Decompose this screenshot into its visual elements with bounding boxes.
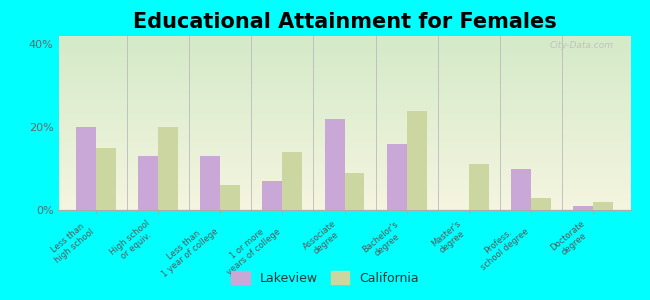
Bar — [263, 181, 282, 210]
Bar — [200, 156, 220, 210]
Bar — [511, 169, 531, 210]
Bar — [344, 173, 365, 210]
Bar — [531, 198, 551, 210]
Bar — [593, 202, 613, 210]
Bar — [138, 156, 158, 210]
Bar — [76, 127, 96, 210]
Legend: Lakeview, California: Lakeview, California — [225, 265, 425, 291]
Bar — [573, 206, 593, 210]
Bar — [387, 144, 407, 210]
Bar — [282, 152, 302, 210]
Bar — [407, 111, 426, 210]
Bar — [96, 148, 116, 210]
Text: City-Data.com: City-Data.com — [549, 41, 614, 50]
Bar — [158, 127, 178, 210]
Bar — [220, 185, 240, 210]
Bar — [324, 119, 345, 210]
Bar — [469, 164, 489, 210]
Title: Educational Attainment for Females: Educational Attainment for Females — [133, 12, 556, 32]
